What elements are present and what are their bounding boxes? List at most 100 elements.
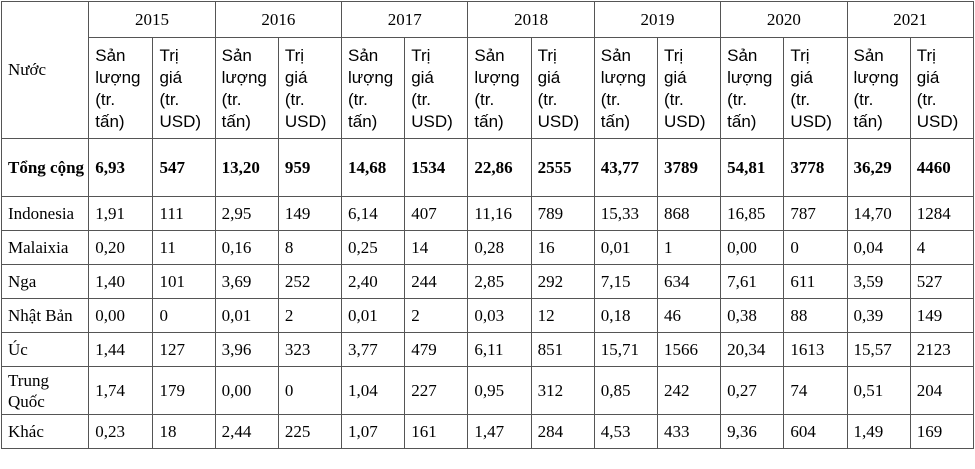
value-cell: 3789 <box>656 138 722 197</box>
table-row: Nhật Bản 0,00 0 0,01 2 0,01 2 0,03 12 0,18 46 0,38 8… <box>0 298 975 333</box>
unit-header-line: (tr. <box>348 90 368 109</box>
production-cell: 0,00 <box>214 366 279 415</box>
value-cell: 204 <box>909 366 975 415</box>
unit-header-line: lượng <box>727 68 773 87</box>
production-cell: 0,28 <box>467 230 532 265</box>
production-cell: 22,86 <box>467 138 532 197</box>
country-cell: Nhật Bản <box>0 298 90 333</box>
unit-header-line: USD) <box>411 112 453 131</box>
unit-header-line: (tr. <box>221 90 242 109</box>
value-cell: 0 <box>783 230 848 265</box>
year-header: 2016 <box>214 1 343 38</box>
value-cell: 18 <box>152 414 216 449</box>
production-cell: 7,15 <box>593 264 658 299</box>
value-cell: 868 <box>656 196 722 231</box>
production-cell: 11,16 <box>467 196 532 231</box>
country-cell: Trung Quốc <box>0 366 90 415</box>
unit-header-line: (tr. <box>95 90 116 109</box>
value-cell: 46 <box>656 298 722 333</box>
unit-header-line: lượng <box>474 68 520 87</box>
value-unit-header: Trị giá (tr. USD) <box>277 37 343 139</box>
production-cell: 14,70 <box>846 196 911 231</box>
country-cell: Úc <box>0 332 90 367</box>
production-cell: 15,33 <box>593 196 658 231</box>
unit-header-line: USD) <box>284 112 327 131</box>
value-cell: 8 <box>277 230 343 265</box>
unit-header-line: tấn) <box>221 112 251 131</box>
value-unit-header: Trị giá (tr. USD) <box>152 37 216 139</box>
value-cell: 242 <box>656 366 722 415</box>
production-unit-header: Sản lượng (tr. tấn) <box>720 37 785 139</box>
value-cell: 851 <box>530 332 595 367</box>
production-cell: 15,57 <box>846 332 911 367</box>
unit-header-line: Trị <box>790 46 810 65</box>
unit-header-line: (tr. <box>853 90 874 109</box>
unit-header-line: (tr. <box>411 90 432 109</box>
value-cell: 12 <box>530 298 595 333</box>
production-unit-header: Sản lượng (tr. tấn) <box>341 37 406 139</box>
country-cell: Khác <box>0 414 90 449</box>
production-cell: 1,07 <box>341 414 406 449</box>
value-cell: 787 <box>783 196 848 231</box>
production-cell: 0,20 <box>88 230 154 265</box>
production-cell: 0,00 <box>720 230 785 265</box>
value-cell: 1566 <box>656 332 722 367</box>
value-unit-header: Trị giá (tr. USD) <box>404 37 469 139</box>
unit-header-line: lượng <box>95 68 141 87</box>
value-cell: 3778 <box>783 138 848 197</box>
unit-header-line: (tr. <box>790 90 811 109</box>
value-cell: 2123 <box>909 332 975 367</box>
value-cell: 11 <box>152 230 216 265</box>
production-cell: 0,01 <box>214 298 279 333</box>
unit-header-line: USD) <box>790 112 832 131</box>
unit-header-line: giá <box>537 68 561 87</box>
table-row: Nga 1,40 101 3,69 252 2,40 244 2,85 292 7,15 634 7,… <box>0 264 975 299</box>
unit-header-line: Trị <box>663 46 684 65</box>
production-cell: 2,44 <box>214 414 279 449</box>
unit-header-line: Trị <box>159 46 179 65</box>
value-cell: 312 <box>530 366 595 415</box>
production-cell: 1,04 <box>341 366 406 415</box>
value-cell: 74 <box>783 366 848 415</box>
unit-header-line: (tr. <box>663 90 684 109</box>
production-cell: 14,68 <box>341 138 406 197</box>
production-cell: 9,36 <box>720 414 785 449</box>
production-unit-header: Sản lượng (tr. tấn) <box>846 37 911 139</box>
value-cell: 88 <box>783 298 848 333</box>
value-cell: 149 <box>277 196 343 231</box>
value-cell: 1534 <box>404 138 469 197</box>
value-cell: 611 <box>783 264 848 299</box>
unit-header-line: (tr. <box>284 90 305 109</box>
unit-header-line: Sản <box>348 46 379 65</box>
value-cell: 127 <box>152 332 216 367</box>
value-cell: 227 <box>404 366 469 415</box>
production-cell: 0,27 <box>720 366 785 415</box>
value-cell: 407 <box>404 196 469 231</box>
production-cell: 1,47 <box>467 414 532 449</box>
unit-header-line: giá <box>411 68 434 87</box>
production-cell: 1,49 <box>846 414 911 449</box>
production-cell: 0,16 <box>214 230 279 265</box>
value-cell: 101 <box>152 264 216 299</box>
production-cell: 0,18 <box>593 298 658 333</box>
year-header: 2019 <box>593 1 722 38</box>
value-cell: 161 <box>404 414 469 449</box>
production-cell: 0,03 <box>467 298 532 333</box>
unit-header-line: giá <box>916 68 940 87</box>
unit-header-line: lượng <box>221 68 267 87</box>
production-cell: 0,04 <box>846 230 911 265</box>
production-cell: 0,23 <box>88 414 154 449</box>
production-cell: 6,14 <box>341 196 406 231</box>
unit-header-line: Sản <box>474 46 505 65</box>
production-cell: 3,69 <box>214 264 279 299</box>
unit-header-line: (tr. <box>537 90 558 109</box>
unit-header-line: tấn) <box>600 112 631 131</box>
production-cell: 2,95 <box>214 196 279 231</box>
value-cell: 225 <box>277 414 343 449</box>
production-cell: 1,44 <box>88 332 154 367</box>
unit-header-line: tấn) <box>348 112 378 131</box>
value-unit-header: Trị giá (tr. USD) <box>656 37 722 139</box>
value-cell: 433 <box>656 414 722 449</box>
production-unit-header: Sản lượng (tr. tấn) <box>88 37 154 139</box>
unit-header-line: giá <box>790 68 814 87</box>
